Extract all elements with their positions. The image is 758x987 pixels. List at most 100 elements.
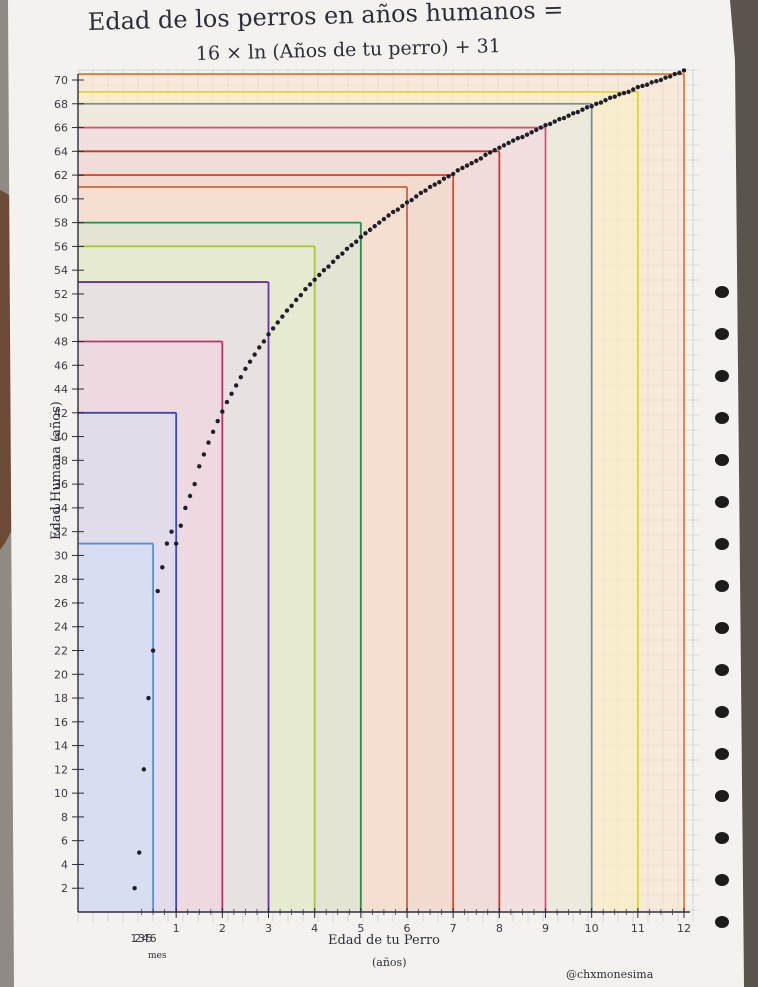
data-point	[649, 80, 654, 85]
y-tick-label: 24	[54, 621, 68, 634]
y-tick-label: 28	[54, 573, 68, 586]
data-point	[644, 82, 650, 87]
y-tick-label: 32	[54, 526, 68, 539]
data-point	[160, 565, 165, 570]
x-tick-label: 6	[404, 922, 411, 935]
data-point	[414, 194, 419, 199]
data-point	[409, 197, 414, 203]
data-point	[474, 158, 479, 164]
binder-hole	[715, 664, 729, 676]
data-point	[400, 203, 405, 209]
y-tick-label: 14	[54, 740, 68, 753]
binder-hole	[715, 622, 729, 634]
binder-hole	[715, 454, 729, 466]
data-point	[150, 648, 156, 653]
data-point	[330, 259, 336, 265]
data-point	[667, 74, 673, 79]
x-sub-unit-label: mes	[148, 951, 167, 961]
y-tick-label: 66	[54, 122, 68, 135]
data-point	[483, 152, 488, 158]
data-point	[561, 115, 567, 121]
chart-plot-area: 2468101214161820222426283032343638404244…	[54, 68, 700, 945]
x-axis-title: Edad de tu Perro	[328, 933, 440, 948]
binder-hole	[715, 832, 729, 844]
y-tick-label: 50	[54, 312, 68, 325]
data-point	[529, 130, 534, 135]
y-axis-title: Edad Humana (años)	[49, 401, 64, 540]
binder-hole	[715, 580, 729, 592]
data-point	[510, 138, 516, 143]
data-point	[289, 303, 294, 309]
data-point	[344, 246, 350, 251]
data-point	[386, 213, 391, 218]
data-point	[340, 251, 345, 256]
data-point	[464, 163, 470, 168]
data-point	[437, 180, 442, 185]
y-tick-label: 62	[54, 169, 68, 182]
x-tick-label: 10	[585, 922, 599, 935]
y-tick-label: 22	[54, 645, 68, 658]
data-point	[280, 314, 285, 319]
data-point	[681, 68, 687, 73]
binder-hole	[715, 874, 729, 886]
data-point	[321, 267, 327, 273]
y-tick-label: 46	[54, 359, 68, 372]
data-point	[178, 523, 183, 528]
data-point	[497, 145, 502, 150]
data-point	[455, 168, 460, 173]
data-point	[229, 391, 234, 396]
data-point	[506, 140, 511, 146]
data-point	[427, 184, 433, 190]
y-tick-label: 10	[54, 787, 68, 800]
data-point	[478, 156, 484, 161]
data-point	[326, 264, 331, 269]
data-point	[201, 452, 207, 457]
data-point	[418, 190, 424, 196]
data-point	[215, 418, 220, 424]
data-point	[367, 227, 373, 232]
y-tick-label: 58	[54, 217, 68, 230]
y-tick-label: 42	[54, 407, 68, 420]
y-tick-label: 40	[54, 431, 68, 444]
data-point	[547, 121, 553, 127]
data-point	[132, 886, 137, 891]
y-tick-label: 54	[54, 264, 68, 277]
x-tick-label: 5	[357, 922, 364, 935]
y-tick-label: 18	[54, 692, 68, 705]
data-point	[450, 171, 456, 177]
data-point	[197, 464, 202, 469]
data-point	[247, 359, 253, 364]
data-point	[487, 150, 493, 155]
data-point	[566, 113, 571, 118]
data-point	[543, 122, 548, 128]
data-point	[584, 105, 590, 110]
data-point	[640, 83, 645, 89]
guide-fill	[78, 543, 154, 912]
x-sub-tick-label: 1	[130, 932, 137, 945]
data-point	[520, 134, 525, 140]
data-point	[233, 383, 239, 388]
data-point	[243, 366, 248, 372]
x-tick-label: 2	[219, 922, 226, 935]
data-point	[423, 188, 428, 193]
data-point	[164, 541, 170, 546]
data-point	[580, 107, 585, 112]
data-point	[575, 109, 581, 115]
y-tick-label: 52	[54, 288, 68, 301]
y-tick-label: 64	[54, 145, 68, 158]
data-point	[603, 98, 608, 103]
data-point	[137, 850, 142, 855]
data-point	[663, 75, 668, 80]
data-point	[224, 399, 230, 405]
data-point	[607, 95, 613, 101]
x-tick-label: 3	[265, 922, 272, 935]
data-point	[210, 429, 216, 435]
data-point	[141, 767, 147, 772]
y-tick-label: 68	[54, 98, 68, 111]
data-point	[658, 77, 664, 83]
data-point	[307, 282, 313, 287]
binder-hole	[715, 412, 729, 424]
data-point	[312, 277, 317, 282]
data-point	[395, 207, 400, 212]
data-point	[252, 352, 257, 357]
